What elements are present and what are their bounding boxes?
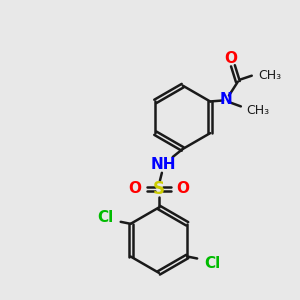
Text: N: N: [220, 92, 232, 107]
Text: Cl: Cl: [98, 210, 114, 225]
Text: CH₃: CH₃: [246, 104, 269, 117]
Text: CH₃: CH₃: [259, 69, 282, 82]
Text: Cl: Cl: [204, 256, 220, 271]
Text: O: O: [224, 51, 238, 66]
Text: S: S: [153, 180, 165, 198]
Text: NH: NH: [150, 158, 176, 172]
Text: O: O: [129, 181, 142, 196]
Text: O: O: [176, 181, 189, 196]
